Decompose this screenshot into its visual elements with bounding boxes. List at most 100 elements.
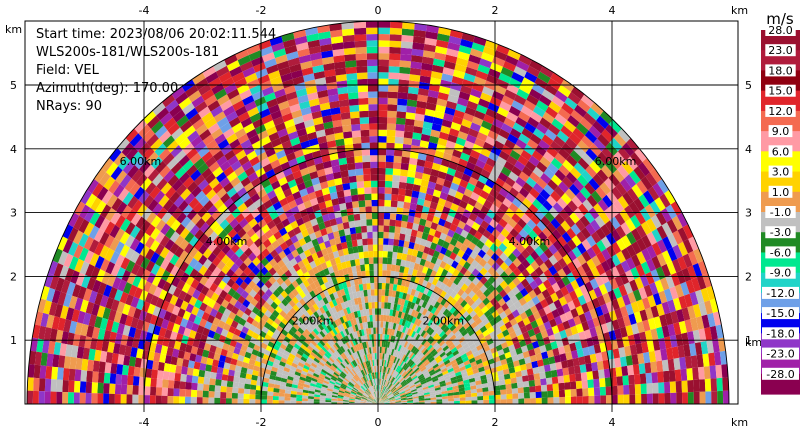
range-gate bbox=[365, 206, 372, 213]
range-gate bbox=[692, 367, 699, 380]
range-gate bbox=[345, 196, 352, 203]
range-gate bbox=[378, 28, 390, 35]
range-gate bbox=[343, 41, 355, 49]
range-gate bbox=[382, 289, 386, 296]
range-gate bbox=[348, 169, 356, 176]
range-gate bbox=[343, 35, 355, 42]
range-gate bbox=[659, 393, 665, 404]
range-gate bbox=[349, 99, 359, 106]
range-gate bbox=[209, 385, 215, 392]
range-gate bbox=[650, 361, 657, 372]
range-gate bbox=[353, 246, 359, 253]
range-gate bbox=[395, 137, 404, 144]
range-gate bbox=[407, 99, 417, 107]
range-gate bbox=[348, 92, 358, 99]
range-gate bbox=[346, 157, 355, 164]
range-gate bbox=[378, 104, 388, 111]
range-gate bbox=[378, 181, 385, 188]
range-gate bbox=[371, 174, 378, 181]
range-gate bbox=[533, 367, 540, 374]
range-gate bbox=[384, 226, 390, 233]
range-gate bbox=[227, 381, 234, 387]
range-gate bbox=[387, 117, 396, 124]
range-gate bbox=[374, 334, 377, 341]
range-gate bbox=[617, 376, 624, 386]
range-gate bbox=[388, 239, 394, 246]
range-gate bbox=[339, 99, 349, 107]
range-gate bbox=[208, 398, 214, 405]
range-gate bbox=[222, 374, 229, 381]
range-gate bbox=[338, 93, 349, 101]
range-gate bbox=[389, 53, 400, 60]
range-gate bbox=[363, 168, 371, 175]
range-gate bbox=[284, 400, 290, 404]
range-gate bbox=[205, 364, 212, 372]
range-gate bbox=[599, 378, 606, 387]
range-gate bbox=[381, 296, 385, 303]
range-gate bbox=[361, 136, 370, 143]
range-gate bbox=[495, 395, 501, 400]
range-gate bbox=[676, 392, 682, 404]
range-gate bbox=[366, 219, 372, 226]
range-gate bbox=[399, 176, 407, 183]
range-gate bbox=[250, 385, 256, 391]
range-gate bbox=[378, 276, 382, 283]
range-gate bbox=[576, 381, 583, 389]
range-gate bbox=[378, 142, 386, 149]
range-gate bbox=[471, 393, 477, 397]
range-gate bbox=[359, 252, 364, 259]
range-gate bbox=[367, 238, 373, 245]
range-gate bbox=[371, 194, 378, 201]
range-gate bbox=[378, 200, 385, 207]
range-gate bbox=[346, 202, 353, 209]
range-gate bbox=[704, 366, 711, 379]
range-gate bbox=[367, 60, 378, 67]
range-gate bbox=[628, 375, 635, 385]
range-gate bbox=[368, 91, 378, 98]
range-gate bbox=[517, 382, 523, 388]
range-gate bbox=[606, 386, 612, 395]
range-gate bbox=[569, 374, 576, 382]
range-gate bbox=[344, 54, 356, 61]
range-gate bbox=[588, 388, 594, 397]
range-gate bbox=[505, 384, 511, 390]
range-gate bbox=[597, 361, 604, 371]
range-gate bbox=[507, 399, 513, 404]
range-gate bbox=[197, 390, 203, 397]
range-gate bbox=[454, 395, 460, 399]
range-gate bbox=[393, 169, 401, 176]
range-gate bbox=[398, 79, 409, 86]
range-gate bbox=[373, 321, 376, 328]
range-gate bbox=[621, 366, 628, 376]
range-gate bbox=[365, 264, 370, 271]
range-gate bbox=[370, 168, 378, 175]
range-gate bbox=[349, 176, 357, 183]
range-gate bbox=[372, 219, 378, 226]
range-gate bbox=[204, 371, 211, 379]
range-gate bbox=[351, 233, 357, 240]
range-gate bbox=[363, 175, 371, 182]
range-gate bbox=[523, 381, 530, 387]
range-gate bbox=[233, 376, 240, 382]
range-gate bbox=[682, 392, 688, 404]
range-gate bbox=[477, 396, 483, 400]
range-gate bbox=[362, 277, 367, 284]
range-gate bbox=[576, 388, 582, 396]
range-gate bbox=[220, 398, 226, 404]
range-gate bbox=[384, 213, 390, 220]
range-gate bbox=[534, 373, 541, 380]
range-gate bbox=[354, 34, 366, 41]
range-gate bbox=[360, 124, 369, 131]
range-gate bbox=[406, 222, 413, 230]
range-gate bbox=[546, 377, 553, 384]
range-gate bbox=[466, 397, 472, 401]
range-gate bbox=[394, 233, 400, 240]
range-gate bbox=[694, 392, 700, 404]
range-gate bbox=[536, 392, 542, 399]
range-gate bbox=[646, 383, 652, 394]
range-gate bbox=[378, 66, 389, 73]
range-gate bbox=[374, 270, 378, 277]
range-gate bbox=[382, 283, 386, 290]
range-gate bbox=[582, 388, 588, 396]
range-gate bbox=[594, 396, 600, 405]
